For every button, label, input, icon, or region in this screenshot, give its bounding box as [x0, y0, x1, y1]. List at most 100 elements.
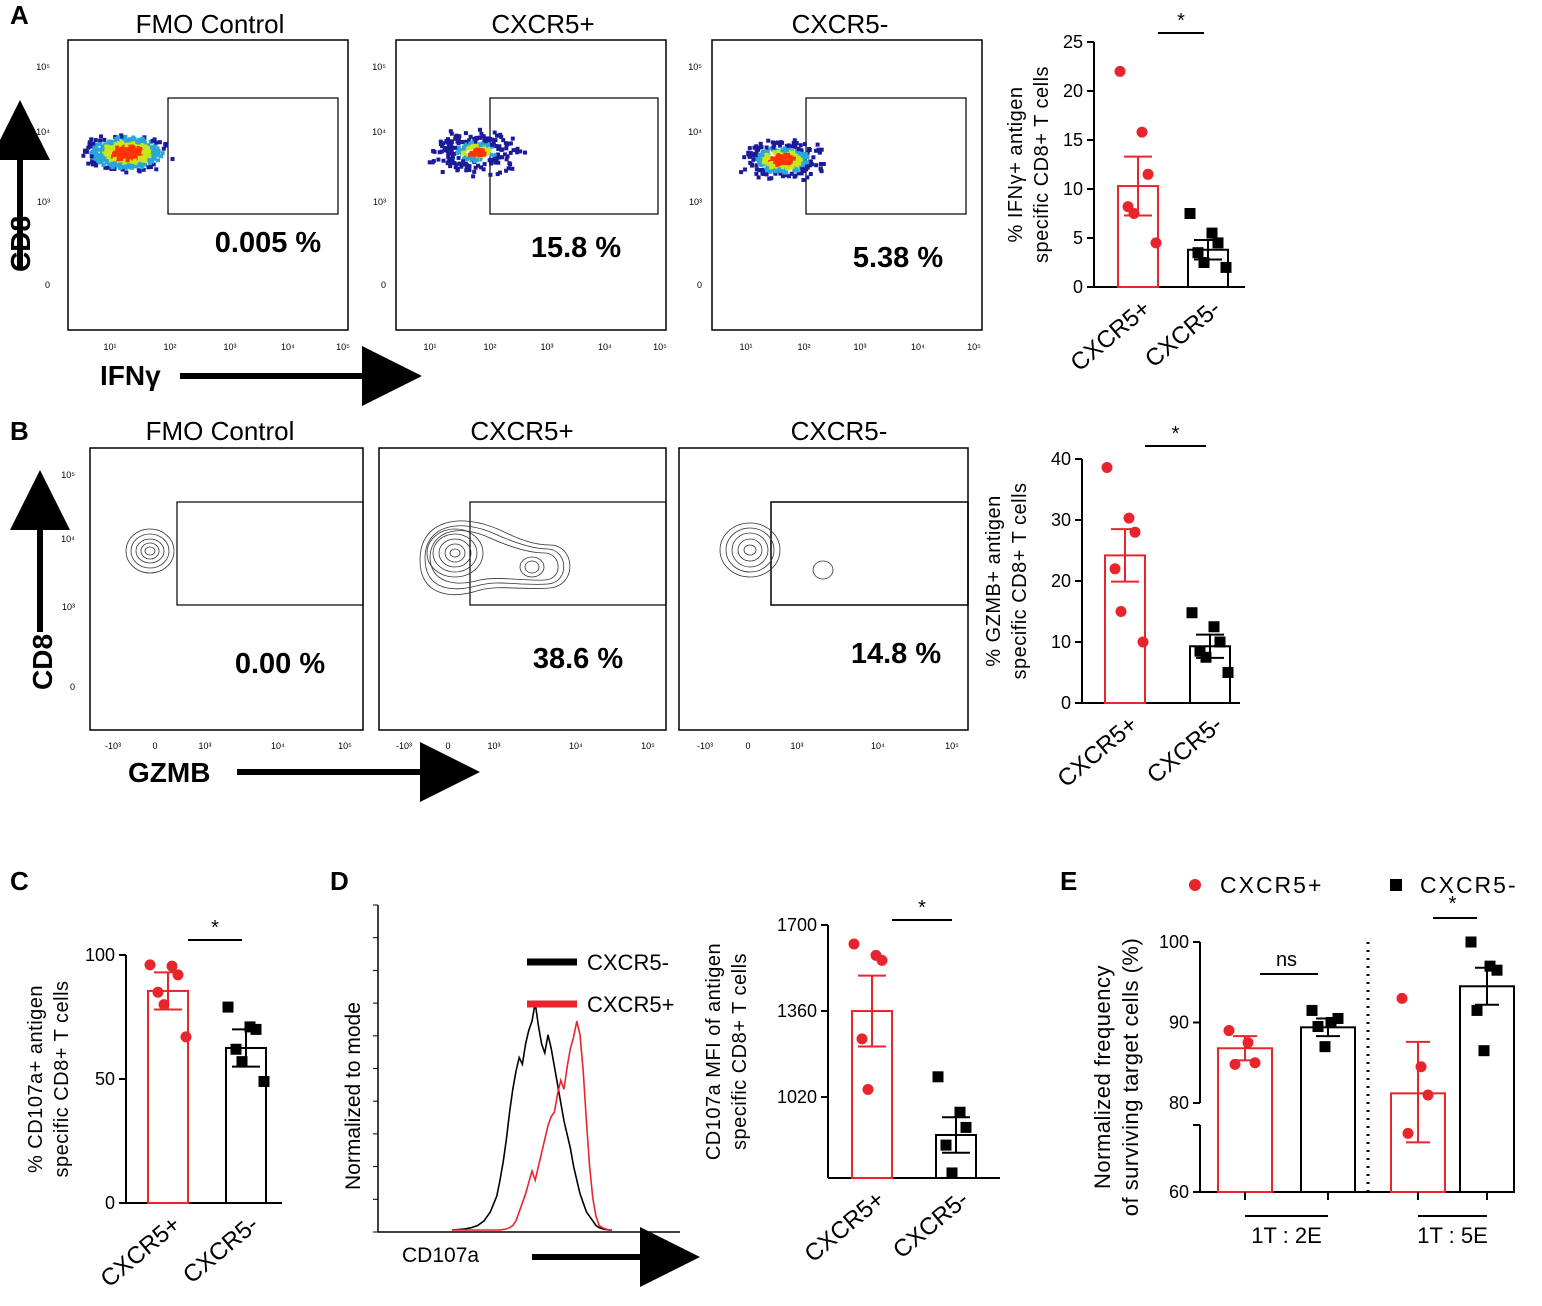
density-dot	[485, 151, 490, 156]
density-dot	[792, 156, 796, 161]
density-dot	[479, 165, 484, 170]
x-tick: 10⁴	[871, 741, 885, 751]
data-point-cxcr5-neg	[222, 1001, 234, 1013]
x-tick: 10⁵	[336, 342, 350, 352]
density-dot	[102, 137, 107, 142]
density-dot	[779, 157, 784, 161]
density-dot	[449, 143, 454, 148]
density-dot	[504, 168, 509, 173]
density-dot	[764, 168, 769, 173]
density-dot	[94, 163, 99, 168]
density-dot	[137, 155, 142, 160]
density-dot	[481, 134, 486, 139]
density-dot	[123, 134, 128, 139]
density-dot	[773, 171, 778, 176]
density-dot	[117, 141, 122, 146]
group-label: 1T : 5E	[1417, 1223, 1488, 1248]
density-dot	[793, 164, 798, 169]
gate-box	[167, 97, 339, 215]
density-dot	[88, 144, 93, 149]
y-tick-label: 0	[105, 1193, 115, 1213]
significance-label: *	[211, 917, 219, 939]
density-dot	[449, 151, 454, 156]
density-dot	[761, 160, 766, 165]
density-dot	[772, 158, 777, 162]
y-tick-label: 40	[1051, 449, 1071, 469]
density-dot	[137, 149, 142, 153]
density-dot	[448, 129, 453, 134]
density-dot	[506, 141, 511, 146]
density-dot	[104, 144, 109, 149]
density-dot	[496, 155, 501, 160]
density-dot	[454, 162, 459, 167]
density-dot	[134, 150, 139, 155]
y-axis-title: Normalized frequency	[1090, 965, 1115, 1189]
data-point-cxcr5-pos	[1114, 65, 1126, 77]
x-tick: -10³	[396, 741, 412, 751]
data-point-cxcr5-pos	[1396, 992, 1408, 1004]
density-dot	[135, 143, 140, 148]
data-point-cxcr5-pos	[862, 1083, 874, 1095]
contour-cluster	[125, 528, 175, 574]
significance-label: ns	[1276, 949, 1297, 971]
density-dot	[476, 163, 481, 168]
data-point-cxcr5-pos	[1109, 563, 1121, 575]
density-dot	[469, 145, 474, 150]
density-dot	[805, 175, 810, 180]
density-dot	[464, 139, 469, 144]
density-dot	[764, 172, 769, 177]
density-dot	[790, 164, 795, 169]
density-dot	[132, 136, 137, 141]
density-dot	[439, 149, 444, 154]
density-dot	[146, 165, 151, 170]
density-dot	[455, 151, 459, 155]
density-dot	[818, 162, 823, 166]
density-dot	[784, 170, 789, 175]
density-dot	[91, 155, 96, 160]
density-dot	[164, 143, 169, 148]
density-dot	[785, 148, 789, 152]
density-dot	[759, 145, 764, 150]
data-point-cxcr5-neg	[946, 1167, 958, 1179]
density-dot	[777, 165, 782, 170]
data-point-cxcr5-neg	[932, 1071, 944, 1083]
bar-cxcr5-pos	[1217, 1047, 1273, 1194]
density-dot	[500, 147, 505, 152]
data-point-cxcr5-pos	[158, 999, 170, 1011]
gate-box	[176, 501, 364, 606]
data-point-cxcr5-pos	[166, 960, 178, 972]
hist-y-title: Normalized to mode	[342, 1002, 365, 1190]
density-dot	[467, 138, 472, 143]
density-dot	[807, 147, 812, 151]
y-tick: 10⁵	[36, 62, 50, 72]
density-dot	[445, 148, 450, 153]
density-dot	[148, 148, 153, 153]
density-dot	[115, 145, 120, 150]
density-dot	[772, 143, 777, 148]
density-dot	[758, 141, 763, 146]
density-dot	[149, 157, 154, 162]
density-dot	[86, 161, 91, 166]
y-axis-title: CD107a MFI of antigen	[703, 943, 725, 1160]
density-dot	[143, 144, 148, 149]
x-tick: 0	[745, 741, 750, 751]
legend-label-cxcr5-pos: CXCR5+	[1220, 872, 1323, 898]
flow-plot-a3: CXCR5- 5.38 % 10⁵ 10⁴ 10³ 0 10¹ 10² 10³ …	[688, 9, 983, 352]
density-dot	[141, 158, 146, 163]
y-tick: 10⁴	[688, 127, 702, 137]
data-point-cxcr5-neg	[244, 1021, 256, 1033]
density-dot	[148, 145, 153, 150]
data-point-cxcr5-pos	[1137, 636, 1149, 648]
density-dot	[106, 153, 111, 158]
y-tick-label: 20	[1063, 81, 1083, 101]
contour-cluster	[719, 522, 834, 580]
density-dot	[798, 143, 803, 148]
plot-frame	[378, 447, 667, 731]
data-point-cxcr5-neg	[1312, 1021, 1324, 1033]
density-dot	[142, 154, 147, 159]
density-dot	[754, 167, 759, 172]
plot-frame	[678, 447, 969, 731]
density-dot	[148, 165, 153, 169]
y-tick-label: 80	[1169, 1093, 1189, 1113]
density-dot	[118, 163, 123, 168]
